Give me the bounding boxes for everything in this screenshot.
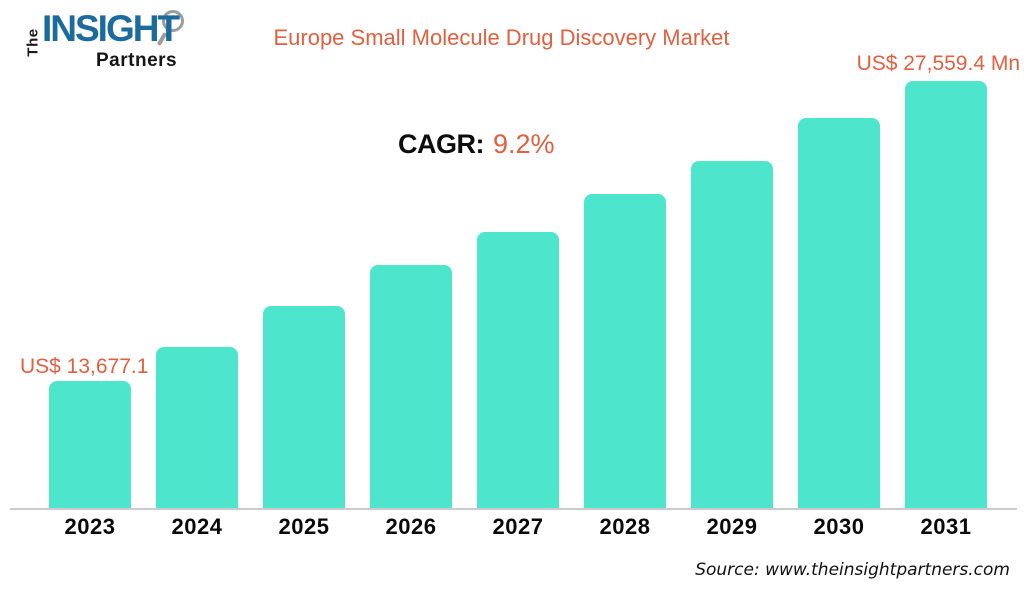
bar-2023 (49, 381, 131, 509)
x-label-2029: 2029 (706, 514, 758, 539)
bar-2028 (584, 194, 666, 509)
x-label-2028: 2028 (599, 514, 651, 539)
x-axis-labels: 2023 2024 2025 2026 2027 2028 2029 2030 2031 (49, 514, 987, 540)
cagr-value: 9.2% (493, 129, 555, 159)
logo-partners-text: Partners (96, 50, 178, 71)
x-label-2031: 2031 (920, 514, 972, 539)
magnifier-icon (162, 10, 184, 32)
last-bar-value-label: US$ 27,559.4 Mn (856, 52, 1020, 75)
insight-partners-logo: The INSIGHT Partners (25, 8, 198, 72)
x-label-2027: 2027 (492, 514, 544, 539)
x-label-2024: 2024 (171, 514, 223, 539)
bar-2025 (263, 306, 345, 509)
bar-2026 (370, 265, 452, 509)
first-bar-value-label: US$ 13,677.1 Mn (20, 355, 184, 378)
x-axis-line (10, 508, 1017, 510)
cagr-annotation: CAGR: 9.2% (398, 129, 555, 160)
bar-2029 (691, 161, 773, 509)
bar-2024 (156, 347, 238, 509)
x-label-2026: 2026 (385, 514, 437, 539)
logo-insight-text: INSIGHT (42, 8, 180, 49)
bars (49, 81, 987, 509)
x-label-2023: 2023 (64, 514, 116, 539)
chart-title: Europe Small Molecule Drug Discovery Mar… (273, 25, 730, 50)
bar-2030 (798, 118, 880, 509)
source-text: Source: www.theinsightpartners.com (695, 560, 1010, 580)
cagr-label: CAGR: (398, 129, 485, 159)
bar-2027 (477, 232, 559, 509)
x-label-2025: 2025 (278, 514, 330, 539)
bar-2031 (905, 81, 987, 509)
x-label-2030: 2030 (813, 514, 865, 539)
